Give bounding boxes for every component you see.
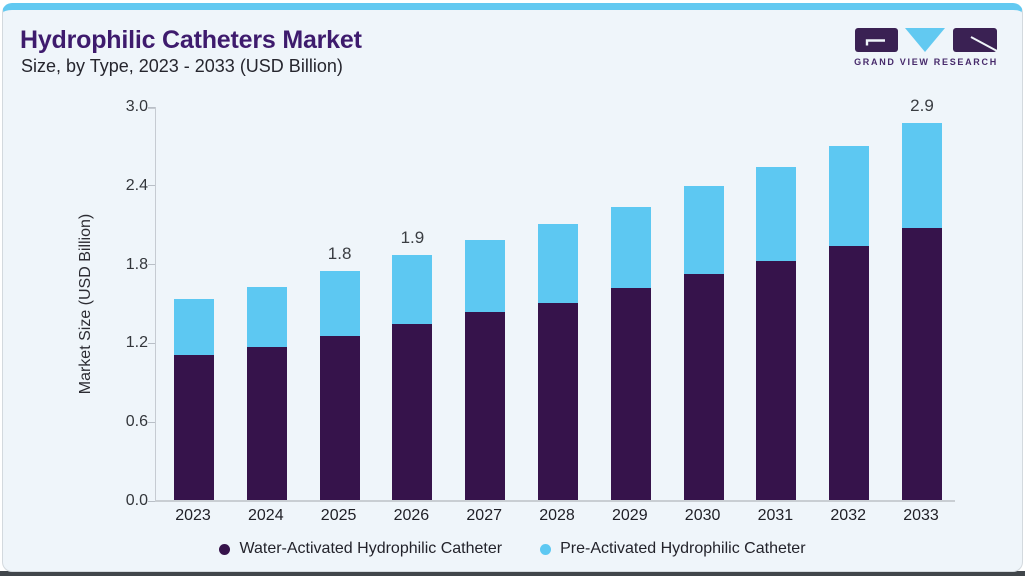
legend-dot-icon <box>540 543 552 555</box>
bar-2024-water-activated-segment <box>246 347 287 501</box>
bar-2026-water-activated-segment <box>392 323 433 501</box>
y-tick-mark <box>148 421 155 423</box>
bar-2023-pre-activated-segment <box>174 298 214 356</box>
bar-2028-pre-activated-segment <box>538 223 578 303</box>
bar-2031-water-activated-segment <box>756 260 797 501</box>
bar-2032-pre-activated-segment <box>829 146 870 247</box>
legend-label: Water-Activated Hydrophilic Catheter <box>239 540 503 557</box>
logo-text: GRAND VIEW RESEARCH <box>854 57 998 67</box>
logo-v-icon <box>905 28 945 52</box>
y-tick-mark <box>148 185 155 187</box>
x-axis-label-2026: 2026 <box>393 507 430 524</box>
plot-area: 1.8 1.9 2.9 <box>155 96 955 501</box>
bar-2033-pre-activated-segment <box>902 122 942 228</box>
logo-g-cut <box>865 39 885 46</box>
bar-2024-pre-activated-segment <box>246 286 287 348</box>
bar-2027-water-activated-segment <box>465 311 506 501</box>
bar-2025-water-activated-segment <box>319 335 360 501</box>
gvr-logo: GRAND VIEW RESEARCH <box>853 27 999 67</box>
bar-2032-water-activated-segment <box>829 246 870 501</box>
legend-dot-icon <box>219 543 231 555</box>
x-axis-label-2027: 2027 <box>466 507 502 524</box>
bar-2029-water-activated-segment <box>610 288 651 501</box>
y-tick-label: 2.4 <box>125 176 148 194</box>
bar-2033-water-activated-segment <box>902 227 942 501</box>
y-tick-label: 3.0 <box>125 98 148 115</box>
legend-item: Water-Activated Hydrophilic Catheter <box>219 540 502 558</box>
bar-2026-pre-activated-segment <box>392 255 433 324</box>
legend-label: Pre-Activated Hydrophilic Catheter <box>560 540 806 557</box>
bar-2029-pre-activated-segment <box>610 206 651 289</box>
bar-2031-pre-activated-segment <box>756 167 797 261</box>
bar-2030-pre-activated-segment <box>683 185 724 274</box>
y-tick-label: 1.2 <box>125 334 148 352</box>
x-axis-label-2028: 2028 <box>539 507 575 524</box>
x-axis-line <box>155 500 955 502</box>
bar-2025-total-label: 1.8 <box>327 244 352 264</box>
page-title: Hydrophilic Catheters Market <box>20 26 362 54</box>
y-axis-title: Market Size (USD Billion) <box>77 213 94 395</box>
bar-2025-pre-activated-segment <box>319 271 360 336</box>
bar-2026-total-label: 1.9 <box>400 228 425 248</box>
bar-2030-water-activated-segment <box>683 273 724 501</box>
x-axis-label-2029: 2029 <box>612 507 648 524</box>
x-axis-label-2033: 2033 <box>903 507 939 524</box>
x-axis-label-2030: 2030 <box>684 507 721 524</box>
y-tick-label: 0.0 <box>125 492 148 509</box>
gvr-logo-marks <box>855 28 997 52</box>
logo-r-cut <box>970 36 997 52</box>
bar-2028-water-activated-segment <box>538 302 578 501</box>
bar-2033-total-label: 2.9 <box>910 95 934 115</box>
y-tick-mark <box>148 264 155 266</box>
legend-item: Pre-Activated Hydrophilic Catheter <box>540 540 806 558</box>
y-tick-label: 0.6 <box>125 413 148 431</box>
x-axis-label-2031: 2031 <box>757 507 794 524</box>
bar-2023-water-activated-segment <box>174 355 214 501</box>
y-axis-top-tick <box>148 107 156 109</box>
y-tick-mark <box>148 500 155 502</box>
bar-2027-pre-activated-segment <box>465 239 506 312</box>
y-tick-label: 1.8 <box>125 255 148 273</box>
y-tick-mark <box>148 106 155 108</box>
x-axis-label-2032: 2032 <box>830 507 866 524</box>
window-bottom-edge <box>0 571 1025 576</box>
page-subtitle: Size, by Type, 2023 - 2033 (USD Billion) <box>21 56 343 76</box>
x-axis-label-2024: 2024 <box>248 507 284 524</box>
y-tick-mark <box>148 342 155 344</box>
x-axis-label-2025: 2025 <box>320 507 357 524</box>
x-axis-label-2023: 2023 <box>175 507 211 524</box>
chart-legend: Water-Activated Hydrophilic Catheter Pre-… <box>0 540 1025 558</box>
